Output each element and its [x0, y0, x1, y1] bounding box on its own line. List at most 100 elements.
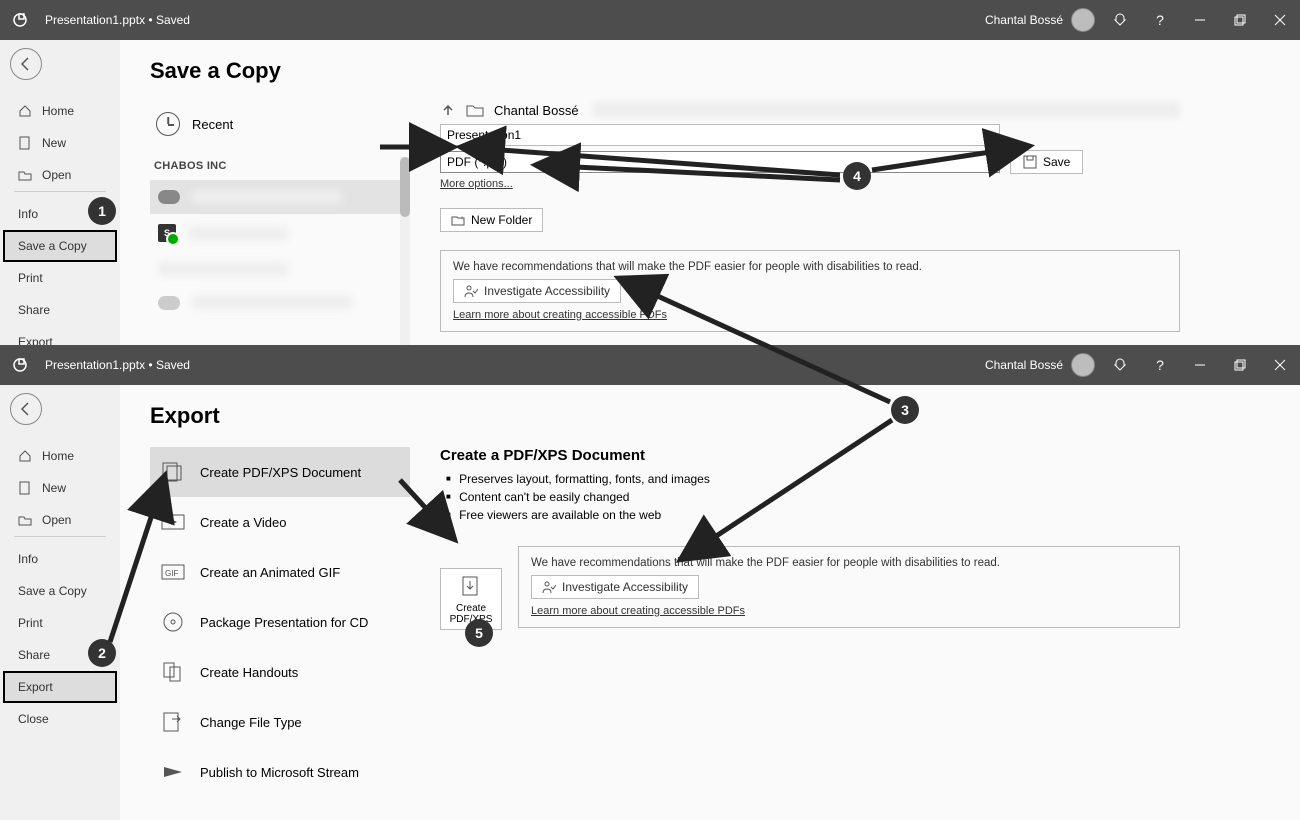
avatar[interactable] — [1071, 8, 1095, 32]
export-package[interactable]: Package Presentation for CD — [150, 597, 410, 647]
export-detail: Create a PDF/XPS Document Preserves layo… — [440, 447, 1270, 797]
help-icon[interactable]: ? — [1140, 345, 1180, 385]
nav-info[interactable]: Info — [0, 543, 120, 575]
callout-3: 3 — [891, 396, 919, 424]
callout-1: 1 — [88, 197, 116, 225]
scrollbar[interactable] — [400, 157, 410, 345]
nav-new[interactable]: New — [0, 472, 120, 504]
cloud-icon — [158, 190, 180, 204]
up-icon[interactable] — [440, 102, 456, 118]
home-icon — [18, 449, 32, 463]
more-options-link[interactable]: More options... — [440, 178, 1180, 190]
nav-close[interactable]: Close — [0, 703, 120, 735]
app-icon — [0, 357, 40, 373]
cloud-icon — [158, 296, 180, 310]
sharepoint-location[interactable]: S — [150, 214, 410, 252]
open-icon — [18, 168, 32, 182]
nav-share[interactable]: Share — [0, 294, 120, 326]
nav-home[interactable]: Home — [0, 95, 120, 127]
coming-soon-icon[interactable] — [1100, 345, 1140, 385]
export-bullets: Preserves layout, formatting, fonts, and… — [440, 470, 1180, 524]
home-icon — [18, 104, 32, 118]
close-icon[interactable] — [1260, 345, 1300, 385]
close-icon[interactable] — [1260, 0, 1300, 40]
new-icon — [18, 136, 32, 150]
user-area[interactable]: Chantal Bossé — [985, 353, 1100, 377]
nav-open[interactable]: Open — [0, 504, 120, 536]
title-bar-bottom: Presentation1.pptx • Saved Chantal Bossé… — [0, 345, 1300, 385]
org-label: CHABOS INC — [154, 160, 410, 172]
export-gif[interactable]: GIF Create an Animated GIF — [150, 547, 410, 597]
minimize-icon[interactable] — [1180, 345, 1220, 385]
accessibility-panel-save: We have recommendations that will make t… — [440, 250, 1180, 332]
save-icon — [1023, 155, 1037, 169]
nav-print[interactable]: Print — [0, 607, 120, 639]
investigate-accessibility-button-export[interactable]: Investigate Accessibility — [531, 575, 699, 599]
nav-save-a-copy[interactable]: Save a Copy — [0, 575, 120, 607]
new-folder-icon: + — [451, 214, 465, 226]
avatar[interactable] — [1071, 353, 1095, 377]
back-button[interactable] — [10, 393, 42, 425]
handouts-icon — [160, 661, 186, 683]
export-detail-title: Create a PDF/XPS Document — [440, 447, 1180, 464]
restore-icon[interactable] — [1220, 345, 1260, 385]
coming-soon-icon[interactable] — [1100, 0, 1140, 40]
export-video[interactable]: Create a Video — [150, 497, 410, 547]
other-location-1[interactable] — [150, 252, 410, 286]
person-check-icon — [542, 580, 556, 594]
nav-save-a-copy[interactable]: Save a Copy — [3, 230, 117, 262]
accessibility-panel-export: We have recommendations that will make t… — [518, 546, 1180, 628]
person-check-icon — [464, 284, 478, 298]
stream-icon — [160, 761, 186, 783]
gif-icon: GIF — [160, 561, 186, 583]
accessibility-message: We have recommendations that will make t… — [453, 261, 1167, 273]
callout-4: 4 — [843, 162, 871, 190]
save-right-column: Chantal Bossé PDF (*.pdf) ▾ Save More op… — [440, 102, 1270, 345]
save-main: Save a Copy Recent CHABOS INC S — [120, 40, 1300, 345]
page-title-save: Save a Copy — [150, 58, 1270, 84]
restore-icon[interactable] — [1220, 0, 1260, 40]
new-folder-button[interactable]: + New Folder — [440, 208, 543, 232]
onedrive-location[interactable] — [150, 180, 410, 214]
filename-input[interactable] — [440, 124, 1000, 146]
nav-home[interactable]: Home — [0, 440, 120, 472]
save-button[interactable]: Save — [1010, 150, 1083, 174]
app-icon — [0, 12, 40, 28]
folder-icon — [466, 103, 484, 117]
export-handouts[interactable]: Create Handouts — [150, 647, 410, 697]
title-bar-top: Presentation1.pptx • Saved Chantal Bossé… — [0, 0, 1300, 40]
export-pdfxps[interactable]: Create PDF/XPS Document — [150, 447, 410, 497]
other-location-2[interactable] — [150, 286, 410, 320]
svg-text:GIF: GIF — [165, 569, 178, 578]
nav-separator — [14, 536, 106, 537]
sharepoint-icon: S — [158, 224, 176, 242]
svg-text:+: + — [460, 215, 464, 222]
export-changetype[interactable]: Change File Type — [150, 697, 410, 747]
minimize-icon[interactable] — [1180, 0, 1220, 40]
learn-more-link-save[interactable]: Learn more about creating accessible PDF… — [453, 309, 1167, 321]
export-publish[interactable]: Publish to Microsoft Stream — [150, 747, 410, 797]
open-icon — [18, 513, 32, 527]
learn-more-link-export[interactable]: Learn more about creating accessible PDF… — [531, 605, 1167, 617]
investigate-accessibility-button-save[interactable]: Investigate Accessibility — [453, 279, 621, 303]
page-title-export: Export — [150, 403, 1270, 429]
back-button[interactable] — [10, 48, 42, 80]
backstage-save: Home New Open Info Save a Copy Print Sha… — [0, 40, 1300, 345]
chevron-down-icon: ▾ — [987, 155, 993, 169]
backstage-export: Home New Open Info Save a Copy Print Sha… — [0, 385, 1300, 820]
changetype-icon — [160, 711, 186, 733]
breadcrumb[interactable]: Chantal Bossé — [440, 102, 1180, 118]
nav-print[interactable]: Print — [0, 262, 120, 294]
sidebar-bottom: Home New Open Info Save a Copy Print Sha… — [0, 385, 120, 820]
user-area[interactable]: Chantal Bossé — [985, 8, 1100, 32]
file-format-select[interactable]: PDF (*.pdf) ▾ — [440, 151, 1000, 173]
help-icon[interactable]: ? — [1140, 0, 1180, 40]
nav-export[interactable]: Export — [3, 671, 117, 703]
nav-separator — [14, 191, 106, 192]
nav-open[interactable]: Open — [0, 159, 120, 191]
cd-icon — [160, 611, 186, 633]
file-name: Presentation1.pptx • Saved — [40, 13, 190, 27]
callout-5: 5 — [465, 619, 493, 647]
recent-row[interactable]: Recent — [150, 102, 410, 146]
nav-new[interactable]: New — [0, 127, 120, 159]
